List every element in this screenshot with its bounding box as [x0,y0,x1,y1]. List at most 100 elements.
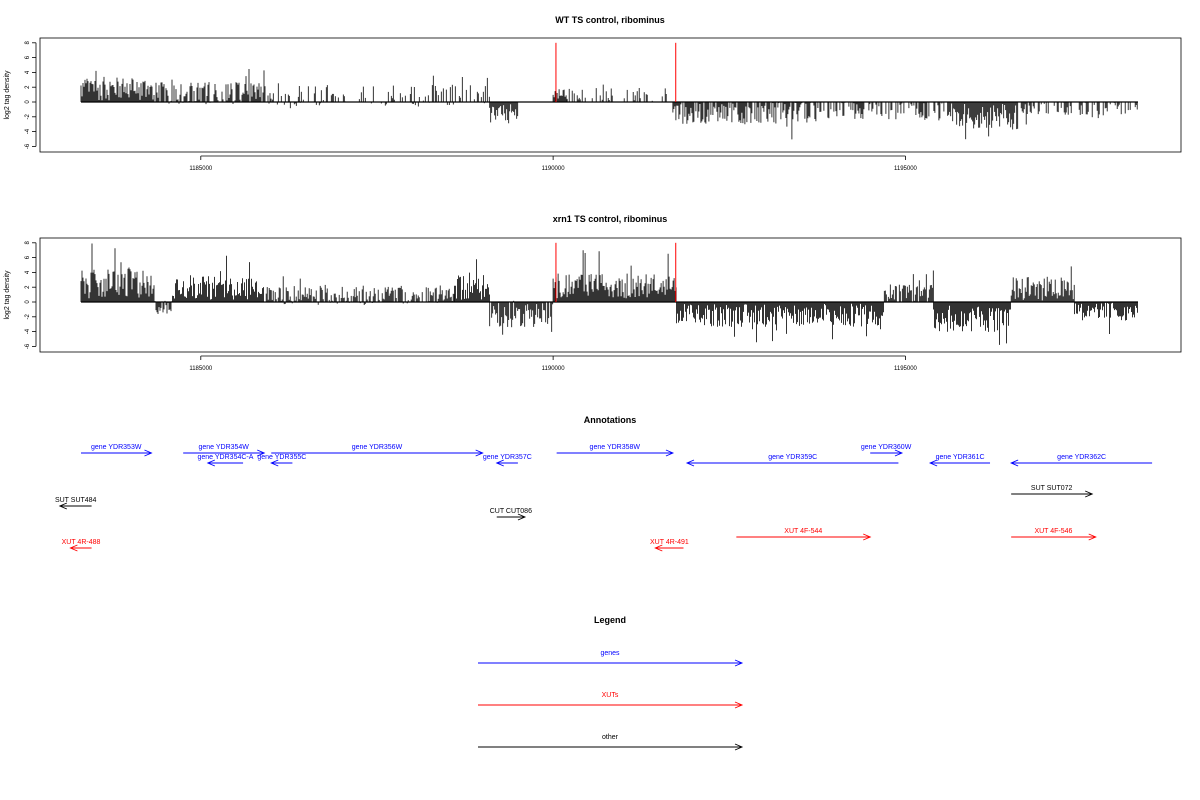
annotation-genes: gene YDR354C-A [198,454,254,467]
coverage-bars [80,69,1138,140]
legend-label: genes [600,650,620,657]
y-tick-label: 0 [25,100,31,104]
annotation-arrow-head [863,533,872,541]
xrn1-coverage-panel: xrn1 TS control, ribominus log2 tag dens… [4,214,1182,372]
annotation-other: CUT CUT086 [490,508,532,521]
annotations-panel: Annotations gene YDR353W gene YDR354W gene… [55,415,1153,552]
x-tick-label: 1195000 [894,366,918,372]
y-tick-label: -6 [25,143,31,149]
annotation-genes: gene YDR359C [685,454,899,467]
annotations-title: Annotations [584,415,637,425]
annotation-genes: gene YDR362C [1010,454,1153,467]
legend-item: genes [478,650,744,667]
annotation-label: XUT 4R-491 [650,539,689,546]
y-tick-label: -2 [25,113,31,119]
annotation-arrow-head [475,449,484,457]
annotation-label: gene YDR353W [91,444,142,451]
annotation-label: gene YDR359C [768,454,817,461]
annotation-label: gene YDR356W [352,444,403,451]
x-tick-label: 1195000 [894,166,918,172]
marker-lines [555,242,677,302]
y-tick-label: 6 [25,255,31,259]
x-tick-label: 1190000 [542,166,566,172]
y-axis-label: log2 tag density [4,270,11,320]
annotation-arrow-head [1088,533,1097,541]
annotation-other: SUT SUT484 [55,497,97,510]
y-tick-label: -2 [25,313,31,319]
annotation-arrow-head [270,459,279,467]
y-tick-label: 8 [25,40,31,44]
annotation-label: XUT 4R-488 [62,539,101,546]
legend-label: other [602,734,619,741]
wt-coverage-panel: WT TS control, ribominus log2 tag densit… [4,15,1182,172]
annotation-XUTs: XUT 4F-544 [736,528,872,541]
legend-label: XUTs [602,692,619,699]
annotation-genes: gene YDR355C [257,454,306,467]
y-tick-label: 2 [25,85,31,89]
annotation-label: gene YDR360W [861,444,912,451]
annotation-label: SUT SUT484 [55,497,97,504]
annotation-label: CUT CUT086 [490,508,532,515]
annotation-XUTs: XUT 4R-488 [62,539,101,552]
annotation-genes: gene YDR358W [556,444,675,457]
annotation-label: gene YDR354C-A [198,454,254,461]
y-tick-label: 8 [25,240,31,244]
y-axis-ticks: -6 -4 -2 0 2 4 6 8 [25,240,37,349]
annotation-genes: gene YDR357C [483,454,532,467]
annotation-arrow-head [257,449,266,457]
annotation-arrow-head [928,459,938,467]
y-tick-label: 4 [25,70,31,74]
annotation-arrow-head [517,513,527,521]
y-tick-label: -4 [25,328,31,334]
legend-arrow-head [734,659,744,667]
x-axis-ticks: 1185000 1190000 1195000 [189,355,918,372]
annotation-other: SUT SUT072 [1011,485,1094,498]
panel-title: xrn1 TS control, ribominus [553,214,668,224]
annotation-label: gene YDR355C [257,454,306,461]
annotation-arrow-head [58,502,68,510]
annotation-arrow-head [894,449,904,457]
annotation-genes: gene YDR356W [271,444,484,457]
plot-frame [39,237,1182,353]
annotation-arrow-head [144,449,153,457]
y-tick-label: 6 [25,55,31,59]
annotation-arrow-head [685,459,695,467]
annotation-genes: gene YDR360W [861,444,912,457]
annotation-arrow-head [206,459,216,467]
annotation-arrow-head [69,544,78,552]
y-tick-label: -6 [25,343,31,349]
annotation-label: gene YDR354W [198,444,249,451]
x-tick-label: 1185000 [189,166,213,172]
annotation-arrow-head [495,459,504,467]
legend-items: genes XUTs other [478,650,744,751]
annotation-genes: gene YDR354W [183,444,266,457]
x-tick-label: 1185000 [189,366,213,372]
y-axis-ticks: -6 -4 -2 0 2 4 6 8 [25,40,37,149]
y-tick-label: -4 [25,128,31,134]
annotation-label: gene YDR358W [590,444,641,451]
annotation-arrow-head [665,449,675,457]
annotation-XUTs: XUT 4F-546 [1011,528,1097,541]
legend-arrow-head [734,743,744,751]
x-tick-label: 1190000 [542,366,566,372]
legend-arrow-head [734,701,744,709]
marker-lines [555,42,677,102]
plot-frame [39,37,1182,153]
legend-title: Legend [594,615,626,625]
x-axis-ticks: 1185000 1190000 1195000 [189,155,918,172]
annotation-arrow-head [1085,490,1094,498]
y-tick-label: 0 [25,300,31,304]
legend-panel: Legend genes XUTs other [478,615,744,751]
y-tick-label: 2 [25,285,31,289]
annotation-genes: gene YDR361C [928,454,991,467]
annotation-label: XUT 4F-546 [1034,528,1072,535]
y-tick-label: 4 [25,270,31,274]
annotation-label: gene YDR362C [1057,454,1106,461]
panel-title: WT TS control, ribominus [555,15,665,25]
annotation-label: gene YDR357C [483,454,532,461]
legend-item: other [478,734,744,751]
annotation-label: XUT 4F-544 [784,528,822,535]
annotation-genes: gene YDR353W [81,444,153,457]
